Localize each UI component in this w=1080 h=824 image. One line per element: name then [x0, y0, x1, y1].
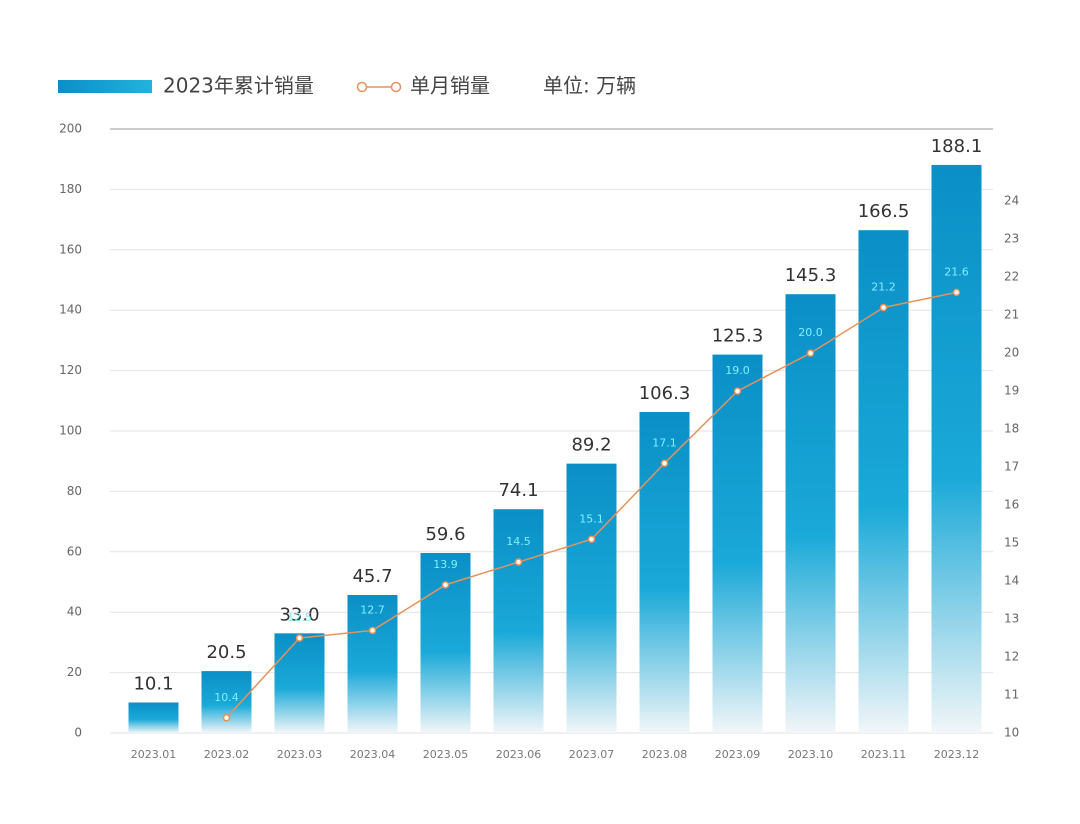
x-tick-label: 2023.08: [642, 748, 688, 761]
bar-value-label: 20.5: [206, 642, 246, 663]
line-value-label: 12.7: [360, 603, 385, 616]
x-tick-label: 2023.11: [861, 748, 907, 761]
line-value-label: 19.0: [725, 364, 750, 377]
bar: [858, 230, 909, 734]
x-tick-label: 2023.07: [569, 748, 615, 761]
bar: [712, 354, 763, 733]
bar: [785, 294, 836, 733]
y2-tick-label: 23: [1004, 232, 1019, 246]
x-tick-label: 2023.12: [934, 748, 980, 761]
y-tick-label: 40: [67, 605, 82, 619]
legend-marker: [390, 81, 402, 93]
y2-tick-label: 12: [1004, 650, 1019, 664]
bar-value-label: 33.0: [279, 604, 319, 625]
y2-tick-label: 21: [1004, 308, 1019, 322]
bar-value-label: 166.5: [858, 201, 910, 222]
y2-tick-label: 24: [1004, 194, 1019, 208]
x-tick-label: 2023.06: [496, 748, 542, 761]
bar-value-label: 145.3: [785, 265, 837, 286]
x-tick-label: 2023.01: [131, 748, 177, 761]
y-tick-label: 200: [59, 122, 82, 136]
line-point: [733, 387, 742, 395]
y-tick-label: 120: [59, 363, 82, 377]
line-value-label: 13.9: [433, 558, 458, 571]
line-value-label: 12.5: [287, 611, 312, 624]
x-tick-label: 2023.10: [788, 748, 834, 761]
y2-tick-label: 15: [1004, 536, 1019, 550]
line-point: [441, 581, 450, 589]
y-tick-label: 160: [59, 242, 82, 256]
line-point: [222, 714, 231, 722]
bar-value-label: 188.1: [931, 136, 983, 157]
line-point: [514, 558, 523, 566]
y2-tick-label: 17: [1004, 460, 1019, 474]
y2-tick-label: 22: [1004, 270, 1019, 284]
y2-tick-label: 13: [1004, 612, 1019, 626]
line-value-label: 17.1: [652, 436, 677, 449]
line-point: [368, 626, 377, 635]
line-point: [879, 303, 888, 312]
y2-tick-label: 19: [1004, 384, 1019, 398]
x-tick-label: 2023.09: [715, 748, 761, 761]
y-tick-label: 20: [67, 665, 82, 679]
bar-value-label: 106.3: [639, 383, 691, 404]
bar: [566, 463, 617, 733]
bar-value-label: 89.2: [571, 435, 611, 456]
line-point: [660, 459, 669, 468]
y-tick-label: 0: [74, 726, 82, 740]
legend-label: 2023年累计销量: [163, 74, 314, 98]
line-point: [806, 349, 815, 357]
bar-value-label: 74.1: [498, 480, 538, 501]
y2-tick-label: 16: [1004, 498, 1019, 512]
y-tick-label: 180: [59, 182, 82, 196]
y2-tick-label: 10: [1004, 726, 1019, 740]
bar: [201, 671, 252, 733]
line-point: [952, 288, 961, 297]
x-tick-label: 2023.05: [423, 748, 469, 761]
bar: [274, 633, 325, 733]
line-value-label: 21.2: [871, 281, 896, 294]
x-tick-label: 2023.04: [350, 748, 396, 761]
y-tick-label: 100: [59, 424, 82, 438]
x-tick-label: 2023.02: [204, 748, 250, 761]
bar-value-label: 45.7: [352, 566, 392, 587]
bar: [128, 702, 179, 733]
bar-value-label: 10.1: [133, 673, 173, 694]
line-point: [587, 535, 596, 544]
line-point: [295, 634, 304, 642]
unit-annotation: 单位: 万辆: [543, 74, 636, 98]
line-value-label: 14.5: [506, 535, 531, 548]
line-value-label: 21.6: [944, 265, 969, 278]
bar: [493, 509, 544, 733]
y2-tick-label: 14: [1004, 574, 1019, 588]
bar: [931, 164, 982, 734]
y-tick-label: 80: [67, 484, 82, 498]
y2-tick-label: 11: [1004, 688, 1019, 702]
legend-swatch-bar: [58, 80, 152, 93]
bar: [347, 594, 398, 733]
line-value-label: 20.0: [798, 326, 823, 339]
y-tick-label: 60: [67, 544, 82, 558]
bar-value-label: 125.3: [712, 326, 764, 347]
bar-value-label: 59.6: [425, 524, 465, 545]
legend-label: 单月销量: [410, 74, 490, 98]
y2-tick-label: 20: [1004, 346, 1019, 360]
line-value-label: 10.4: [214, 691, 239, 704]
y2-tick-label: 18: [1004, 422, 1019, 436]
line-value-label: 15.1: [579, 512, 604, 525]
x-tick-label: 2023.03: [277, 748, 323, 761]
legend-marker: [356, 81, 368, 93]
y-tick-label: 140: [59, 303, 82, 317]
